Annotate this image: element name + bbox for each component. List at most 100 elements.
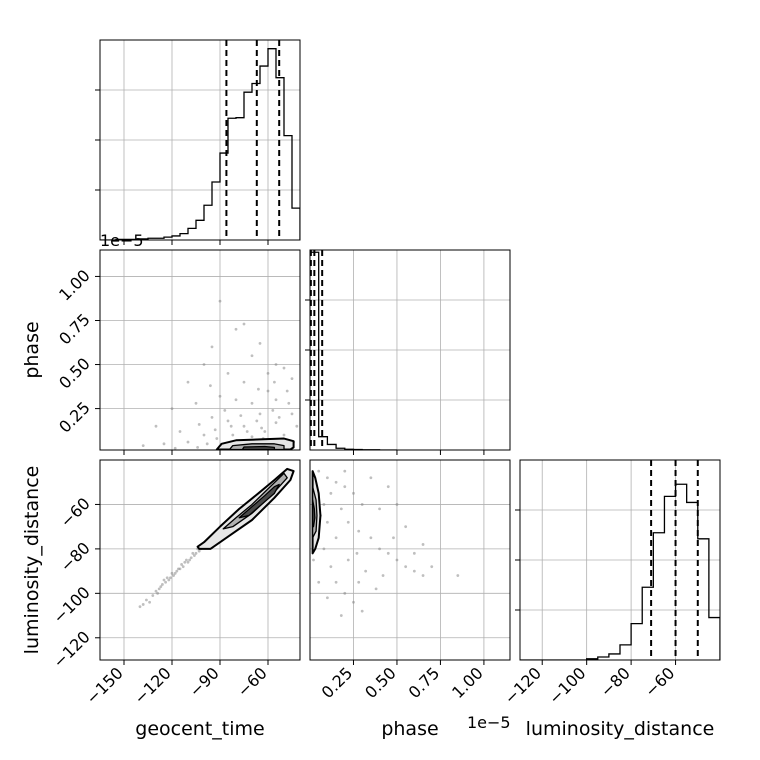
scatter-luminosity-distance-vs-phase-point-33 — [374, 587, 378, 591]
scatter-luminosity-distance-vs-geocent-time-point-10 — [186, 560, 190, 564]
scatter-luminosity-distance-vs-geocent-time-point-17 — [167, 578, 171, 582]
bottom-hist-luminosity-distance-xtick-label-2: −80 — [597, 663, 634, 700]
scatter-luminosity-distance-vs-phase-point-0 — [317, 469, 321, 473]
bottom-luminosity-distance-ytick-label-0: −120 — [49, 627, 94, 672]
frames-layer — [95, 39, 721, 665]
bottom-geocent-time-xtick-label-2: −90 — [186, 663, 223, 700]
bottom-geocent-time-xtick-label-0: −150 — [82, 663, 127, 708]
scatter-phase-vs-geocent-time-point-64 — [209, 384, 212, 388]
offset-text-phase-y: 1e−5 — [100, 231, 144, 250]
scatter-phase-vs-geocent-time-point-10 — [186, 380, 190, 384]
scatter-phase-vs-geocent-time-point-35 — [162, 442, 166, 446]
ylabel-phase: phase — [21, 321, 43, 378]
scatter-luminosity-distance-vs-geocent-time-point-16 — [157, 587, 161, 591]
bottom-luminosity-distance-ytick-label-3: −60 — [57, 494, 94, 531]
scatter-phase-vs-geocent-time-point-3 — [210, 345, 214, 349]
scatter-luminosity-distance-vs-phase-point-20 — [404, 525, 408, 529]
grid-layer — [100, 40, 720, 660]
scatter-luminosity-distance-vs-phase-point-22 — [322, 547, 326, 551]
scatter-luminosity-distance-vs-phase-point-40 — [369, 476, 373, 480]
scatter-luminosity-distance-vs-geocent-time-marks — [138, 467, 295, 609]
scatter-luminosity-distance-vs-phase-point-11 — [378, 547, 381, 551]
scatter-phase-vs-geocent-time-point-52 — [260, 426, 263, 430]
xlabel-phase: phase — [381, 718, 438, 740]
scatter-phase-vs-geocent-time-point-9 — [274, 363, 278, 366]
scatter-phase-vs-geocent-time-point-57 — [255, 419, 259, 423]
scatter-phase-vs-geocent-time-point-0 — [218, 299, 222, 303]
scatter-phase-vs-geocent-time-point-2 — [242, 322, 246, 326]
bottom-geocent-time-xtick-label-3: −60 — [234, 663, 271, 700]
bottom-hist-luminosity-distance-xtick-label-0: −120 — [501, 663, 546, 708]
scatter-phase-vs-geocent-time-point-7 — [202, 363, 206, 366]
ylabel-luminosity-distance: luminosity_distance — [21, 466, 43, 655]
scatter-luminosity-distance-vs-phase-point-31 — [364, 569, 368, 573]
scatter-luminosity-distance-vs-geocent-time-contour-1 — [222, 472, 288, 530]
scatter-phase-vs-geocent-time-point-34 — [186, 440, 190, 444]
scatter-luminosity-distance-vs-geocent-time-point-20 — [185, 558, 188, 562]
scatter-luminosity-distance-vs-geocent-time-point-25 — [165, 576, 169, 580]
hist-geocent-time-step-line — [100, 48, 300, 240]
scatter-phase-vs-geocent-time-point-27 — [202, 433, 206, 437]
scatter-luminosity-distance-vs-phase-point-3 — [343, 485, 347, 489]
hist-phase-frame — [309, 249, 511, 451]
scatter-phase-vs-geocent-time-point-8 — [258, 341, 262, 345]
scatter-luminosity-distance-vs-phase-point-46 — [312, 558, 315, 562]
hist-luminosity-distance-frame — [519, 459, 721, 661]
scatter-luminosity-distance-vs-geocent-time-point-21 — [193, 554, 196, 557]
scatter-luminosity-distance-vs-geocent-time-point-15 — [148, 600, 152, 604]
bottom-luminosity-distance-ytick-label-1: −100 — [49, 583, 94, 628]
bottom-hist-luminosity-distance-xtick-label-1: −100 — [545, 663, 590, 708]
scatter-luminosity-distance-vs-geocent-time-point-6 — [169, 576, 172, 580]
scatter-luminosity-distance-vs-phase-point-48 — [392, 536, 395, 540]
scatter-luminosity-distance-vs-phase-point-41 — [386, 485, 390, 489]
scatter-phase-vs-geocent-time-point-13 — [266, 389, 270, 393]
scatter-luminosity-distance-vs-phase-frame — [309, 459, 511, 661]
scatter-luminosity-distance-vs-phase-point-17 — [430, 565, 434, 569]
scatter-phase-vs-geocent-time-point-56 — [239, 414, 243, 418]
text-layer: 0.250.500.751.00−150 −120 −90 −60−120−100−8… — [21, 231, 714, 740]
marks-layer — [100, 40, 720, 660]
scatter-luminosity-distance-vs-geocent-time-point-7 — [173, 571, 177, 575]
scatter-phase-vs-geocent-time-point-54 — [277, 416, 281, 419]
scatter-phase-vs-geocent-time-ytick-label-3: 1.00 — [55, 266, 94, 305]
scatter-phase-vs-geocent-time-contour-2 — [241, 445, 276, 450]
scatter-luminosity-distance-vs-phase-point-34 — [357, 580, 361, 584]
scatter-luminosity-distance-vs-phase-point-1 — [325, 476, 329, 480]
scatter-luminosity-distance-vs-phase-point-27 — [360, 609, 364, 613]
scatter-luminosity-distance-vs-phase-point-47 — [355, 551, 359, 555]
scatter-luminosity-distance-vs-phase-contour-2 — [311, 499, 316, 528]
bottom-geocent-time-xtick-label-1: −120 — [130, 663, 175, 708]
scatter-luminosity-distance-vs-phase-point-16 — [421, 574, 425, 577]
scatter-luminosity-distance-vs-geocent-time-point-12 — [194, 551, 198, 555]
scatter-luminosity-distance-vs-phase-point-4 — [352, 491, 355, 495]
scatter-luminosity-distance-vs-phase-point-21 — [421, 543, 425, 546]
scatter-luminosity-distance-vs-phase-point-18 — [456, 574, 460, 577]
scatter-phase-vs-geocent-time-point-43 — [205, 442, 209, 446]
scatter-luminosity-distance-vs-phase-point-42 — [395, 503, 399, 506]
scatter-phase-vs-geocent-time-point-19 — [234, 398, 238, 402]
scatter-luminosity-distance-vs-phase-point-14 — [404, 565, 408, 569]
scatter-phase-vs-geocent-time-point-66 — [273, 380, 276, 384]
scatter-luminosity-distance-vs-geocent-time-point-18 — [172, 574, 176, 577]
scatter-luminosity-distance-vs-geocent-time-point-2 — [151, 594, 155, 597]
scatter-luminosity-distance-vs-geocent-time-point-4 — [159, 585, 163, 589]
scatter-luminosity-distance-vs-geocent-time-point-27 — [183, 560, 187, 564]
scatter-phase-vs-geocent-time-point-28 — [242, 424, 246, 428]
offset-text-phase-x: 1e−5 — [467, 713, 511, 732]
scatter-luminosity-distance-vs-geocent-time-point-1 — [145, 598, 148, 602]
scatter-luminosity-distance-vs-geocent-time-point-0 — [138, 605, 142, 609]
scatter-luminosity-distance-vs-phase-point-5 — [360, 503, 364, 506]
scatter-phase-vs-geocent-time-point-29 — [274, 421, 278, 425]
scatter-luminosity-distance-vs-phase-point-24 — [334, 580, 338, 584]
scatter-luminosity-distance-vs-geocent-time-contour-2 — [238, 483, 280, 519]
scatter-phase-vs-geocent-time-point-31 — [263, 430, 267, 433]
scatter-phase-vs-geocent-time-point-23 — [258, 412, 262, 416]
scatter-luminosity-distance-vs-phase-point-2 — [334, 480, 338, 484]
scatter-luminosity-distance-vs-geocent-time-point-35 — [188, 558, 192, 562]
scatter-luminosity-distance-vs-phase-point-12 — [386, 551, 390, 555]
scatter-phase-vs-geocent-time-ytick-label-2: 0.75 — [55, 310, 94, 349]
scatter-luminosity-distance-vs-phase-point-9 — [357, 529, 361, 533]
scatter-phase-vs-geocent-time-point-21 — [274, 398, 278, 402]
scatter-phase-vs-geocent-time-point-63 — [229, 424, 233, 428]
scatter-luminosity-distance-vs-geocent-time-frame — [99, 459, 301, 661]
